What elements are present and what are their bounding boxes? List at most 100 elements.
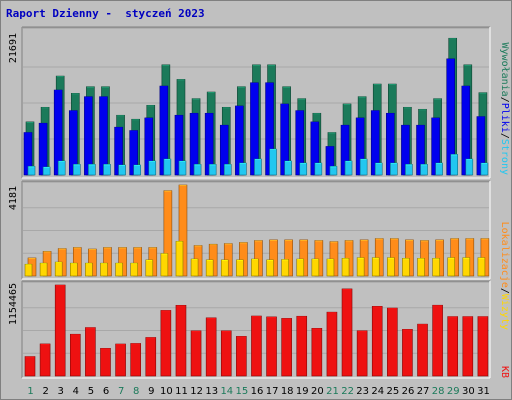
bar-pages-day-28	[435, 162, 443, 176]
legend-label-wizyty: Wizyty	[499, 294, 510, 330]
bar-pages-day-13	[208, 164, 217, 176]
bar-kb-day-2	[39, 343, 51, 377]
x-tick-label-day-17: 17	[266, 386, 279, 397]
legend-label-pliki: Pliki	[499, 103, 510, 133]
bar-sites-day-14	[220, 259, 229, 277]
bar-sites-day-30	[462, 257, 471, 277]
x-tick-label-day-26: 26	[402, 386, 415, 397]
bar-pages-day-1	[27, 166, 36, 176]
bar-pages-day-6	[103, 164, 111, 176]
bar-sites-day-24	[371, 257, 380, 277]
bar-pages-day-7	[118, 164, 126, 176]
x-tick-label-day-11: 11	[175, 386, 188, 397]
bar-sites-day-29	[447, 257, 456, 277]
bar-kb-day-9	[145, 337, 157, 377]
bar-kb-day-8	[130, 343, 141, 377]
bar-kb-day-26	[402, 329, 413, 377]
bar-sites-day-23	[356, 257, 365, 277]
bar-sites-day-16	[251, 258, 259, 277]
bar-kb-day-21	[326, 311, 338, 377]
bar-pages-day-16	[254, 158, 262, 176]
bar-kb-day-20	[311, 328, 323, 377]
x-tick-label-day-10: 10	[160, 386, 173, 397]
bar-pages-day-19	[299, 162, 308, 176]
x-tick-label-day-19: 19	[296, 386, 309, 397]
x-tick-label-day-14: 14	[220, 386, 233, 397]
bar-kb-day-1	[24, 356, 36, 377]
bar-kb-day-23	[356, 330, 368, 377]
x-tick-label-day-27: 27	[417, 386, 430, 397]
bar-pages-day-23	[359, 158, 368, 176]
x-tick-label-day-13: 13	[205, 386, 218, 397]
bar-sites-day-31	[477, 257, 486, 277]
bar-pages-day-29	[450, 154, 459, 176]
legend-chart-2: Lokalizacje/Wizyty	[499, 222, 510, 330]
x-tick-label-day-6: 6	[103, 386, 109, 397]
x-tick-label-day-18: 18	[281, 386, 294, 397]
bar-kb-day-12	[190, 330, 202, 377]
bar-sites-day-10	[160, 253, 169, 277]
bar-pages-day-31	[480, 162, 489, 176]
bar-sites-day-4	[69, 262, 78, 277]
bar-pages-day-3	[57, 160, 66, 176]
bar-pages-day-27	[420, 164, 428, 176]
bar-kb-day-18	[281, 318, 292, 377]
legend-separator: /	[499, 133, 510, 139]
bar-sites-day-19	[296, 258, 305, 277]
bar-pages-day-24	[374, 162, 383, 176]
bar-sites-day-26	[402, 258, 410, 277]
x-tick-label-day-28: 28	[432, 386, 445, 397]
bar-kb-day-16	[251, 315, 262, 377]
bar-kb-day-14	[220, 330, 232, 377]
bar-kb-day-6	[100, 348, 111, 377]
x-tick-label-day-29: 29	[447, 386, 460, 397]
legend-label-strony: Strony	[499, 139, 510, 175]
bar-pages-day-5	[88, 164, 96, 176]
x-tick-label-day-15: 15	[236, 386, 249, 397]
x-tick-label-day-4: 4	[73, 386, 79, 397]
x-tick-label-day-20: 20	[311, 386, 324, 397]
bar-sites-day-27	[417, 258, 425, 277]
bar-pages-day-22	[344, 160, 353, 176]
bar-kb-day-25	[387, 307, 398, 377]
bar-sites-day-17	[266, 259, 274, 277]
bar-files-day-5	[84, 96, 93, 176]
bar-kb-day-17	[266, 316, 277, 377]
y-axis-max-label-1: 21691	[8, 33, 19, 63]
bar-pages-day-10	[163, 158, 172, 176]
bar-pages-day-4	[72, 164, 81, 176]
legend-label-lokalizacje: Lokalizacje	[499, 222, 510, 288]
x-tick-label-day-25: 25	[387, 386, 400, 397]
bar-sites-day-1	[24, 263, 33, 277]
bar-sites-day-9	[145, 259, 154, 277]
bar-kb-day-28	[432, 304, 443, 377]
bar-pages-day-20	[314, 162, 323, 176]
bar-sites-day-11	[175, 241, 184, 277]
bar-kb-day-31	[477, 316, 489, 377]
bar-pages-day-9	[148, 160, 157, 176]
bar-pages-day-14	[223, 164, 232, 176]
x-tick-label-day-23: 23	[356, 386, 369, 397]
bar-pages-day-17	[269, 148, 277, 176]
bar-pages-day-21	[329, 166, 338, 176]
bar-sites-day-3	[54, 261, 63, 277]
y-axis-max-label-3: 1154465	[8, 283, 19, 325]
bar-pages-day-8	[133, 164, 141, 176]
bar-sites-day-22	[341, 258, 350, 277]
bar-kb-day-13	[205, 317, 217, 377]
legend-chart-3: KB	[499, 366, 510, 378]
legend-chart-1: Wywołania/Pliki/Strony	[499, 43, 510, 175]
bar-sites-day-8	[130, 262, 138, 277]
legend-label-kb: KB	[499, 366, 510, 378]
bar-pages-day-11	[178, 160, 187, 176]
y-axis-max-label-2: 4181	[8, 186, 19, 210]
bar-sites-day-25	[387, 257, 395, 277]
bar-kb-day-30	[462, 316, 474, 377]
x-tick-label-day-24: 24	[371, 386, 384, 397]
bar-kb-day-5	[85, 327, 96, 377]
bar-sites-day-12	[190, 258, 199, 277]
bar-sites-day-7	[115, 262, 123, 277]
bar-pages-day-12	[193, 164, 202, 176]
bar-kb-day-24	[371, 306, 383, 377]
